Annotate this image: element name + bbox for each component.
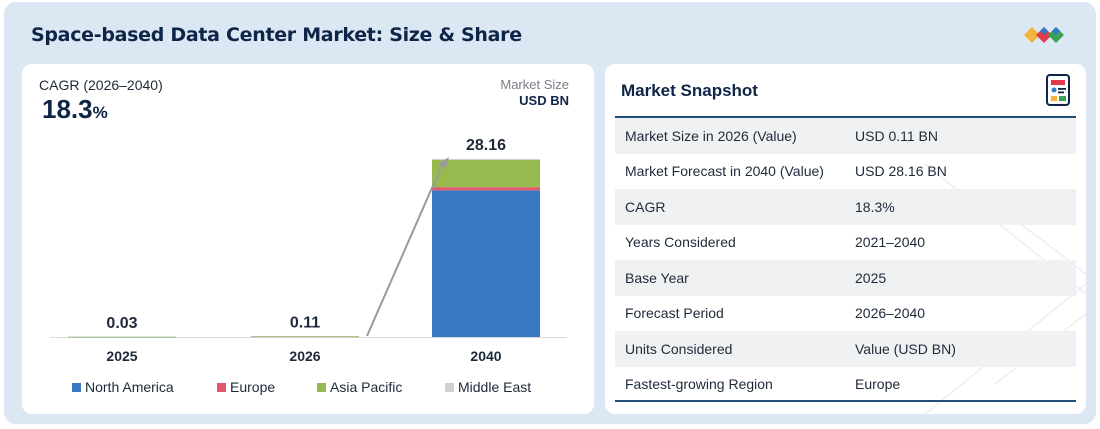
snapshot-row: CAGR 18.3% [615, 189, 1076, 225]
snapshot-key: Market Forecast in 2040 (Value) [625, 163, 824, 180]
data-label-2025: 0.03 [106, 315, 137, 332]
snapshot-bottom-rule [615, 400, 1076, 402]
legend-swatch [445, 382, 454, 392]
snapshot-row: Base Year 2025 [615, 260, 1076, 296]
snapshot-row: Market Forecast in 2040 (Value) USD 28.16… [615, 154, 1076, 190]
snapshot-value: 2021–2040 [855, 234, 926, 251]
snapshot-title: Market Snapshot [621, 81, 758, 100]
snapshot-key: Base Year [625, 269, 689, 286]
snapshot-value: Europe [855, 376, 901, 393]
snapshot-value: 2025 [855, 269, 887, 286]
report-icon [1046, 74, 1070, 106]
growth-arrow-head [438, 157, 449, 168]
snapshot-key: Years Considered [625, 234, 736, 251]
bar-segment-asia-pacific-2040 [432, 160, 540, 188]
chart-panel: CAGR (2026–2040) 18.3% Market Size USD B… [22, 64, 594, 414]
market-snapshot-panel: Market Snapshot Market Size in 2026 (Val… [605, 64, 1086, 414]
snapshot-key: Fastest-growing Region [625, 376, 773, 393]
stacked-bar-chart: 0.03 2025 0.11 2026 28.16 2040 [50, 137, 567, 364]
snapshot-value: 18.3% [855, 198, 895, 215]
legend-item-north-america: North America [72, 379, 217, 395]
chart-legend: North America Europe Asia Pacific Middle Ea… [72, 379, 555, 395]
legend-item-asia-pacific: Asia Pacific [317, 379, 445, 395]
snapshot-row: Market Size in 2026 (Value) USD 0.11 BN [615, 118, 1076, 154]
x-tick-label-2025: 2025 [106, 348, 137, 364]
growth-arrow-line [366, 164, 443, 337]
snapshot-row: Forecast Period 2026–2040 [615, 296, 1076, 332]
data-label-2040: 28.16 [466, 137, 506, 154]
snapshot-key: Units Considered [625, 340, 733, 357]
page-title: Space-based Data Center Market: Size & S… [31, 24, 522, 46]
data-label-2026: 0.11 [290, 314, 320, 331]
snapshot-value: 2026–2040 [855, 305, 926, 322]
legend-label: Europe [230, 379, 276, 395]
brand-logo-icon [1024, 27, 1064, 43]
bar-segment-middle-east-2040 [432, 159, 540, 161]
legend-swatch [217, 382, 226, 392]
bar-segment-north-america-2040 [432, 190, 540, 337]
legend-item-europe: Europe [217, 379, 317, 395]
legend-label: Asia Pacific [330, 379, 403, 395]
snapshot-row: Years Considered 2021–2040 [615, 225, 1076, 261]
bar-segment-asia-pacific-2026 [251, 336, 359, 337]
report-frame: Space-based Data Center Market: Size & S… [4, 2, 1096, 424]
cagr-number: 18.3 [42, 94, 93, 124]
legend-item-middle-east: Middle East [445, 379, 555, 395]
snapshot-value: USD 0.11 BN [855, 127, 938, 144]
cagr-value: 18.3% [42, 94, 108, 125]
legend-swatch [317, 382, 326, 392]
snapshot-table: Market Size in 2026 (Value) USD 0.11 BN Ma… [615, 118, 1076, 402]
cagr-label: CAGR (2026–2040) [39, 77, 163, 93]
snapshot-row: Fastest-growing Region Europe [615, 367, 1076, 403]
snapshot-value: Value (USD BN) [855, 340, 956, 357]
legend-label: Middle East [458, 379, 532, 395]
snapshot-value: USD 28.16 BN [855, 163, 947, 180]
bar-segment-asia-pacific-2025 [68, 336, 176, 338]
legend-label: North America [85, 379, 174, 395]
x-tick-label-2040: 2040 [470, 348, 501, 364]
snapshot-key: Market Size in 2026 (Value) [625, 127, 797, 144]
cagr-unit: % [92, 103, 108, 122]
snapshot-key: CAGR [625, 198, 666, 215]
market-size-label: Market Size [500, 77, 569, 92]
bar-segment-europe-2040 [432, 187, 540, 191]
snapshot-key: Forecast Period [625, 305, 724, 322]
market-size-unit: USD BN [519, 93, 569, 108]
snapshot-row: Units Considered Value (USD BN) [615, 331, 1076, 367]
snapshot-top-rule [615, 116, 1076, 118]
x-tick-label-2026: 2026 [289, 348, 320, 364]
legend-swatch [72, 382, 81, 392]
